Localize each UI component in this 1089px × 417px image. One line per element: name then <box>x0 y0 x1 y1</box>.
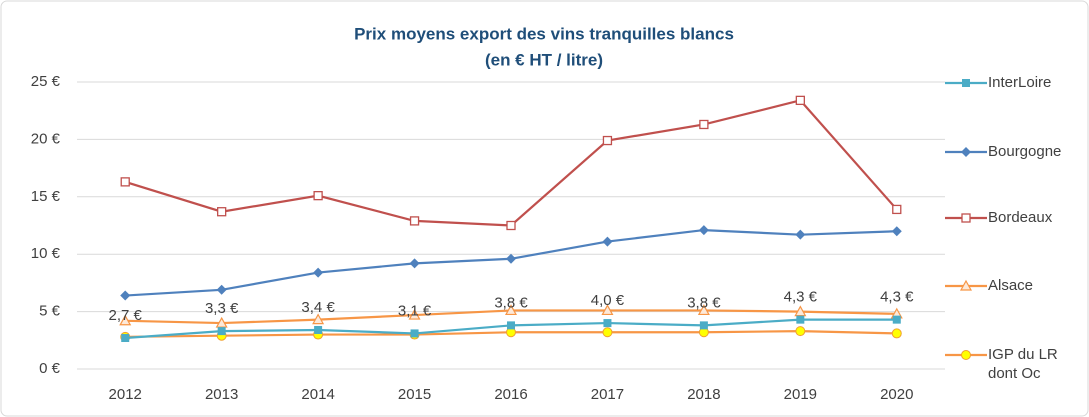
marker <box>506 253 516 264</box>
marker <box>697 304 710 316</box>
marker <box>795 95 805 106</box>
data-label: 3,8 € <box>494 294 528 311</box>
y-tick-label: 20 € <box>31 130 61 147</box>
legend-marker <box>945 213 987 223</box>
legend-label: Bourgogne <box>988 143 1062 160</box>
legend-symbol <box>961 350 971 360</box>
marker <box>313 267 324 278</box>
marker <box>408 308 421 320</box>
marker <box>121 334 130 343</box>
legend-marker <box>945 350 987 360</box>
legend-symbol <box>961 147 971 157</box>
marker <box>891 226 902 237</box>
marker <box>698 225 709 236</box>
marker <box>892 315 901 324</box>
legend-label: IGP du LR dont Oc <box>988 346 1058 382</box>
marker <box>794 305 807 317</box>
legend-symbol <box>962 79 970 87</box>
x-tick-label: 2018 <box>687 386 720 403</box>
marker <box>120 290 131 301</box>
marker <box>410 329 419 338</box>
marker <box>120 177 130 187</box>
marker <box>506 220 516 231</box>
chart-subtitle: (en € HT / litre) <box>485 50 603 69</box>
x-tick-label: 2020 <box>880 386 913 403</box>
y-tick-label: 0 € <box>39 360 61 377</box>
marker <box>699 119 709 130</box>
y-tick-label: 10 € <box>31 245 61 262</box>
legend-marker <box>945 147 987 157</box>
x-tick-label: 2013 <box>205 386 238 403</box>
data-label: 3,1 € <box>398 302 432 319</box>
marker <box>602 135 613 146</box>
data-label: 3,8 € <box>687 294 721 311</box>
legend-symbol <box>961 213 971 223</box>
marker <box>507 321 515 330</box>
marker <box>215 316 228 328</box>
data-label: 4,3 € <box>880 289 914 306</box>
y-tick-label: 5 € <box>39 303 61 320</box>
marker <box>312 313 325 325</box>
legend-symbol <box>959 279 973 291</box>
marker <box>314 325 323 334</box>
marker <box>699 321 708 330</box>
y-tick-label: 15 € <box>31 188 61 205</box>
legend-marker <box>945 79 987 87</box>
data-label: 3,3 € <box>205 300 239 317</box>
legend-label: Alsace <box>988 277 1034 294</box>
marker <box>217 207 227 217</box>
marker <box>119 314 132 326</box>
x-tick-label: 2016 <box>494 386 527 403</box>
y-tick-label: 25 € <box>31 73 61 90</box>
marker <box>409 258 420 269</box>
data-label: 4,3 € <box>784 289 818 306</box>
marker <box>796 315 805 324</box>
data-label: 4,0 € <box>591 292 625 309</box>
marker <box>504 304 518 316</box>
marker <box>795 326 806 337</box>
marker <box>892 204 902 215</box>
legend-marker <box>945 279 987 291</box>
legend-label: InterLoire <box>988 74 1052 91</box>
data-label: 3,4 € <box>301 299 335 316</box>
x-tick-label: 2017 <box>591 386 624 403</box>
x-tick-label: 2012 <box>109 386 142 403</box>
marker <box>891 328 902 339</box>
marker <box>602 327 613 338</box>
marker <box>313 191 323 201</box>
marker <box>795 229 806 240</box>
marker <box>603 319 612 328</box>
chart-title: Prix moyens export des vins tranquilles … <box>354 24 734 43</box>
marker <box>409 216 420 226</box>
x-tick-label: 2015 <box>398 386 431 403</box>
marker <box>217 327 226 336</box>
marker <box>601 304 614 316</box>
marker <box>216 284 227 295</box>
data-label: 2,7 € <box>109 307 143 324</box>
x-tick-label: 2014 <box>301 386 334 403</box>
legend-label: Bordeaux <box>988 209 1053 226</box>
x-tick-label: 2019 <box>784 386 817 403</box>
marker <box>602 236 613 247</box>
